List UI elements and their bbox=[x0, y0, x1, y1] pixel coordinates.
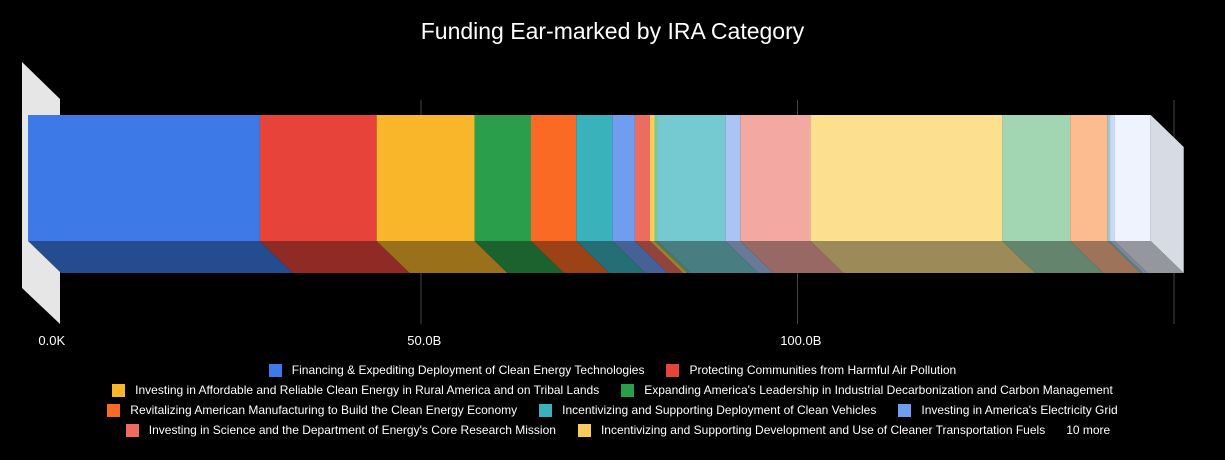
bar-segment-front bbox=[649, 115, 655, 241]
bar-segment-bottom bbox=[1110, 241, 1148, 273]
bar-segment bbox=[1107, 115, 1144, 273]
bar-segment bbox=[1070, 115, 1141, 273]
bar-segment bbox=[657, 115, 759, 273]
legend-item[interactable]: Incentivizing and Supporting Deployment … bbox=[539, 403, 876, 417]
bar-segment-bottom bbox=[725, 241, 774, 273]
stacked-bar bbox=[22, 62, 1184, 324]
legend-swatch bbox=[112, 383, 126, 397]
legend-label: Incentivizing and Supporting Deployment … bbox=[562, 403, 877, 417]
bar-segment-front bbox=[28, 115, 260, 241]
legend-item[interactable]: Investing in Science and the Department … bbox=[125, 423, 556, 437]
bar-segment-front bbox=[576, 115, 613, 241]
bar-segment bbox=[474, 115, 565, 273]
legend-item[interactable]: Expanding America's Leadership in Indust… bbox=[621, 383, 1113, 397]
x-axis-ticks: 0.0K 50.0B 100.0B bbox=[38, 333, 821, 348]
bar-segment-front bbox=[1107, 115, 1111, 241]
bar-segment-bottom bbox=[649, 241, 688, 273]
bar-segment-bottom bbox=[259, 241, 410, 273]
bar-segment-front bbox=[657, 115, 726, 241]
bar-segment-bottom bbox=[634, 241, 683, 273]
legend-label: Investing in Affordable and Reliable Cle… bbox=[135, 383, 600, 397]
bar-segment-front bbox=[531, 115, 577, 241]
legend-label: Expanding America's Leadership in Indust… bbox=[644, 383, 1113, 397]
bar-segment bbox=[576, 115, 646, 273]
bar-segment-front bbox=[810, 115, 1003, 241]
bar-segment-bottom bbox=[531, 241, 610, 273]
bar-segment bbox=[810, 115, 1036, 273]
x-tick-label: 0.0K bbox=[38, 333, 65, 348]
legend-swatch bbox=[125, 423, 139, 437]
bar-segment-front bbox=[740, 115, 811, 241]
bar-end-face bbox=[1150, 115, 1184, 273]
bar-segment-front bbox=[1114, 115, 1151, 241]
bar-segment-bottom bbox=[474, 241, 565, 273]
legend-label: Incentivizing and Supporting Development… bbox=[600, 423, 1046, 437]
legend-item[interactable]: Revitalizing American Manufacturing to B… bbox=[107, 403, 517, 417]
bar-segment-bottom bbox=[657, 241, 759, 273]
legend-label: Investing in America's Electricity Grid bbox=[921, 403, 1118, 417]
legend-swatch bbox=[539, 403, 553, 417]
bar-segment bbox=[654, 115, 691, 273]
bar-segment-front bbox=[634, 115, 650, 241]
chart-title: Funding Ear-marked by IRA Category bbox=[420, 18, 805, 44]
legend-row: Investing in Affordable and Reliable Cle… bbox=[0, 383, 1225, 397]
legend-row: Investing in Science and the Department … bbox=[0, 423, 1225, 437]
bar-segment bbox=[612, 115, 668, 273]
legend-item[interactable]: Investing in America's Electricity Grid bbox=[898, 403, 1118, 417]
legend-swatch bbox=[666, 363, 680, 377]
x-tick-label: 50.0B bbox=[407, 333, 441, 348]
bar-segment bbox=[28, 115, 293, 273]
bar-segment bbox=[1002, 115, 1104, 273]
bar-segment-bottom bbox=[1002, 241, 1104, 273]
bar-segment bbox=[1110, 115, 1148, 273]
legend-item[interactable]: Investing in Affordable and Reliable Cle… bbox=[112, 383, 599, 397]
legend-label: Protecting Communities from Harmful Air … bbox=[689, 363, 957, 377]
legend-item[interactable]: Incentivizing and Supporting Development… bbox=[577, 423, 1046, 437]
x-tick-label: 100.0B bbox=[780, 333, 821, 348]
legend-row: Financing & Expediting Deployment of Cle… bbox=[0, 363, 1225, 377]
bar-segment-front bbox=[612, 115, 635, 241]
bar-segment-bottom bbox=[576, 241, 646, 273]
bar-segment-front bbox=[474, 115, 532, 241]
bar-segment-bottom bbox=[654, 241, 691, 273]
legend-item[interactable]: Protecting Communities from Harmful Air … bbox=[666, 363, 956, 377]
bar-segment bbox=[531, 115, 610, 273]
legend-label: Revitalizing American Manufacturing to B… bbox=[130, 403, 518, 417]
bar-segment-bottom bbox=[376, 241, 508, 273]
bar-segment-front bbox=[1110, 115, 1115, 241]
bar-segment bbox=[259, 115, 410, 273]
legend-swatch bbox=[898, 403, 912, 417]
legend-label: Financing & Expediting Deployment of Cle… bbox=[291, 363, 645, 377]
bar-segment-bottom bbox=[28, 241, 293, 273]
bar-segment bbox=[740, 115, 844, 273]
legend-swatch bbox=[268, 363, 282, 377]
legend-item[interactable]: Financing & Expediting Deployment of Cle… bbox=[268, 363, 645, 377]
legend-label: Investing in Science and the Department … bbox=[148, 423, 556, 437]
bar-segment-bottom bbox=[1114, 241, 1184, 273]
bar-segment-front bbox=[654, 115, 658, 241]
bar-segment-bottom bbox=[810, 241, 1036, 273]
bar-segment-front bbox=[725, 115, 741, 241]
bar-segment-front bbox=[1070, 115, 1108, 241]
bar-segment-front bbox=[259, 115, 377, 241]
bar-segment-front bbox=[1002, 115, 1071, 241]
bar-segment bbox=[376, 115, 508, 273]
legend-more-button[interactable]: 10 more bbox=[1066, 423, 1111, 437]
bar-segment-bottom bbox=[1070, 241, 1141, 273]
bar-segment bbox=[634, 115, 683, 273]
bar-segment bbox=[1114, 115, 1184, 273]
bar-segment-front bbox=[376, 115, 475, 241]
bar-segment bbox=[725, 115, 774, 273]
legend-swatch bbox=[107, 403, 121, 417]
bar-segment-bottom bbox=[740, 241, 844, 273]
legend-swatch bbox=[577, 423, 591, 437]
bar-segment-bottom bbox=[612, 241, 668, 273]
legend-swatch bbox=[621, 383, 635, 397]
bar-segment bbox=[649, 115, 688, 273]
bar-segment-bottom bbox=[1107, 241, 1144, 273]
legend-row: Revitalizing American Manufacturing to B… bbox=[0, 403, 1225, 417]
